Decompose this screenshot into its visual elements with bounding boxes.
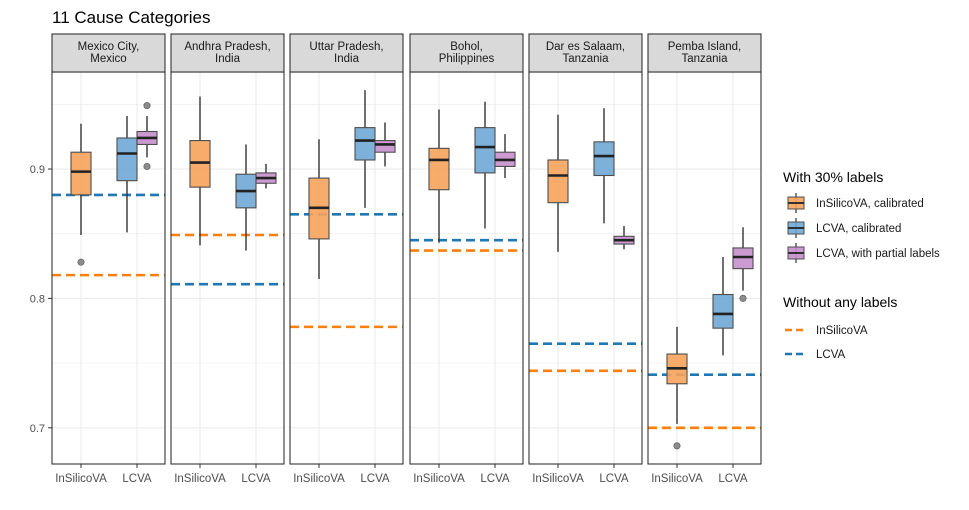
facet-panel: Bohol,Philippines InSilicoVA LCVA (409, 33, 524, 485)
facet-panel: Andhra Pradesh,India InSilicoVA LCVA (170, 33, 285, 485)
facet-strip-label: Bohol, (450, 41, 483, 53)
panel-background (52, 72, 165, 464)
facet-strip-label: Tanzania (681, 53, 728, 65)
box-insilico-cal (666, 326, 688, 450)
outlier-point (143, 102, 151, 110)
box-body (70, 151, 92, 196)
facet-strip (170, 33, 285, 73)
box-insilico-cal (189, 96, 211, 246)
panel-background (529, 72, 642, 464)
facet-strip-label: Mexico City, (78, 41, 140, 53)
box-lcva-partial (374, 122, 396, 167)
legend-label: InSilicoVA, calibrated (816, 198, 924, 210)
y-tick-label: 0.8 (30, 293, 45, 305)
legend-title-without-labels: Without any labels (783, 294, 897, 310)
facet-strip-label: Mexico (90, 53, 126, 65)
box-lcva-partial (494, 134, 516, 179)
legend-label: LCVA, with partial labels (816, 248, 940, 260)
box-body (354, 127, 376, 161)
x-tick-label: InSilicoVA (651, 473, 703, 485)
x-tick-label: LCVA (122, 473, 152, 485)
box-lcva-cal (354, 90, 376, 208)
box-body (116, 137, 138, 182)
x-tick-label: InSilicoVA (532, 473, 584, 485)
x-tick-label: LCVA (599, 473, 629, 485)
facet-strip (647, 33, 762, 73)
outlier-point (77, 258, 85, 266)
legend-label: LCVA, calibrated (816, 223, 901, 235)
x-tick-label: InSilicoVA (174, 473, 226, 485)
legend-label: LCVA (816, 349, 846, 361)
outlier-point (739, 294, 747, 302)
box-body (474, 127, 496, 174)
x-tick-label: LCVA (241, 473, 271, 485)
facet-strip (289, 33, 404, 73)
facet-panel: Uttar Pradesh,India InSilicoVA LCVA (289, 33, 404, 485)
box-insilico-cal (547, 114, 569, 252)
box-lcva-partial (732, 227, 754, 302)
box-body (547, 159, 569, 204)
box-lcva-cal (712, 257, 734, 356)
box-insilico-cal (70, 123, 92, 266)
facet-strip-label: India (334, 53, 360, 65)
box-insilico-cal (308, 139, 330, 279)
facet-strip-label: India (215, 53, 241, 65)
legend-key-lcva-partial (787, 243, 805, 263)
box-body (712, 293, 734, 329)
facet-panel: Mexico City,Mexico InSilicoVA LCVA (51, 33, 166, 485)
facet-panel: Pemba Island,Tanzania InSilicoVA LCVA (647, 33, 762, 485)
facet-strip-label: Pemba Island, (668, 41, 742, 53)
legend-label: InSilicoVA (816, 325, 868, 337)
box-lcva-cal (474, 101, 496, 229)
facet-strip (409, 33, 524, 73)
box-lcva-cal (116, 115, 138, 233)
facet-strip (51, 33, 166, 73)
facet-strip-label: Tanzania (562, 53, 609, 65)
facet-panel: Dar es Salaam,Tanzania InSilicoVA LCVA (528, 33, 643, 485)
panels: 0.7 0.8 0.9 Mexico City,Mexico InSilicoVA LCV… (30, 33, 762, 485)
x-tick-label: LCVA (360, 473, 390, 485)
x-tick-label: InSilicoVA (413, 473, 465, 485)
legend: With 30% labels InSilicoVA, calibrated LCV… (783, 169, 940, 361)
box-body (593, 141, 615, 177)
panel-background (290, 72, 403, 464)
outlier-point (143, 162, 151, 170)
legend-key-lcva-cal (787, 218, 805, 238)
box-lcva-partial (136, 102, 158, 170)
x-tick-label: LCVA (480, 473, 510, 485)
x-tick-label: InSilicoVA (55, 473, 107, 485)
facet-strip-label: Uttar Pradesh, (309, 41, 383, 53)
box-lcva-partial (613, 225, 635, 250)
legend-key-insilico-cal (787, 193, 805, 213)
box-lcva-cal (593, 108, 615, 224)
box-body (428, 147, 450, 191)
chart-title: 11 Cause Categories (52, 8, 210, 27)
box-body (374, 140, 396, 153)
y-tick-label: 0.7 (30, 423, 45, 435)
y-tick-label: 0.9 (30, 164, 45, 176)
facet-strip (528, 33, 643, 73)
box-insilico-cal (428, 109, 450, 243)
box-lcva-cal (235, 144, 257, 251)
x-tick-label: InSilicoVA (293, 473, 345, 485)
facet-strip-label: Philippines (439, 53, 495, 65)
facet-strip-label: Dar es Salaam, (546, 41, 625, 53)
x-tick-label: LCVA (718, 473, 748, 485)
legend-title-with-labels: With 30% labels (783, 169, 883, 185)
facet-strip-label: Andhra Pradesh, (184, 41, 270, 53)
panel-background (171, 72, 284, 464)
panel-background (410, 72, 523, 464)
outlier-point (673, 442, 681, 450)
box-lcva-partial (255, 163, 277, 189)
